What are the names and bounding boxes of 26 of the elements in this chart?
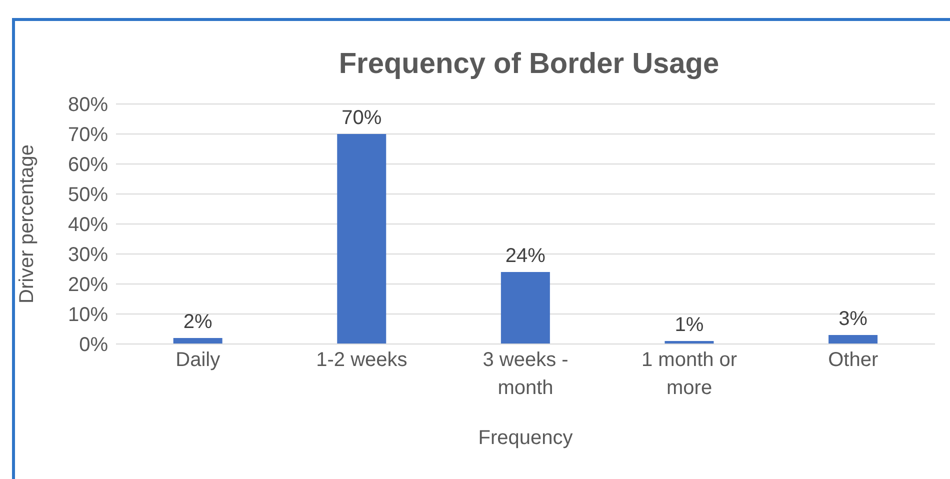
data-label: 70% — [342, 107, 382, 129]
data-label: 2% — [183, 311, 212, 333]
y-tick-label: 30% — [68, 244, 108, 266]
data-label: 24% — [505, 245, 546, 267]
y-tick-label: 80% — [68, 94, 108, 116]
x-tick-label: 1 month or more — [641, 349, 738, 399]
y-tick-label: 0% — [79, 334, 108, 356]
x-tick-label: Daily — [176, 349, 220, 371]
bar — [500, 272, 550, 344]
y-tick-label: 60% — [68, 154, 108, 176]
chart-title: Frequency of Border Usage — [338, 48, 720, 81]
y-tick-label: 40% — [68, 214, 108, 236]
bar — [173, 338, 222, 344]
bar — [828, 335, 878, 344]
y-tick-label: 50% — [68, 184, 108, 206]
x-tick-label: 3 weeks - month — [482, 349, 568, 399]
y-axis-title: Driver percentage — [16, 144, 38, 304]
data-label: 3% — [838, 308, 868, 330]
x-tick-label: Other — [828, 349, 878, 371]
y-tick-label: 20% — [68, 274, 108, 296]
bar — [337, 134, 386, 344]
data-label: 1% — [674, 314, 704, 336]
x-tick-label: 1-2 weeks — [316, 349, 408, 371]
x-axis-title: Frequency — [478, 427, 573, 449]
y-tick-label: 70% — [68, 124, 108, 146]
y-tick-label: 10% — [68, 304, 108, 326]
